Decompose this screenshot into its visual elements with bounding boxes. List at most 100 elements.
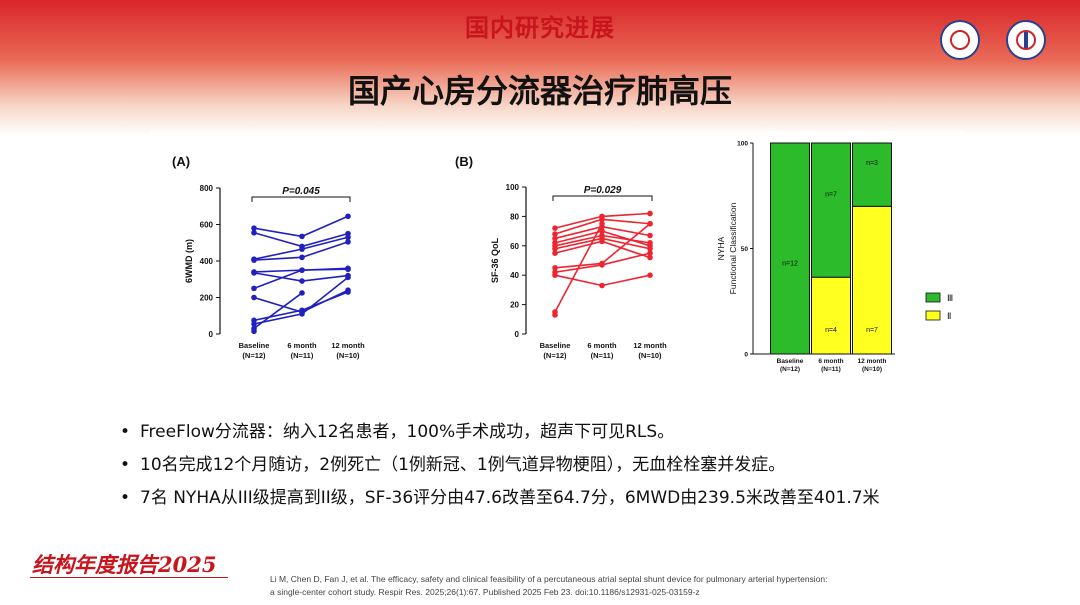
data-point xyxy=(251,225,257,231)
data-point xyxy=(299,246,305,252)
legend-swatch xyxy=(925,310,941,321)
legend-label: Ⅲ xyxy=(947,293,953,303)
series-line xyxy=(554,223,603,313)
bar-segment xyxy=(852,142,892,207)
data-point xyxy=(251,294,257,301)
panel-label: (A) xyxy=(172,154,190,169)
x-tick-label: 6 month xyxy=(818,358,843,365)
bar-data-label: n=7 xyxy=(825,192,837,199)
bar-data-label: n=7 xyxy=(866,327,878,334)
section-title: 国内研究进展 xyxy=(465,14,615,42)
data-point xyxy=(552,245,558,252)
bar-segment xyxy=(770,142,810,355)
legend-swatch xyxy=(925,292,941,303)
x-tick-label: Baseline xyxy=(540,341,571,350)
data-point xyxy=(299,233,305,240)
y-tick-label: 40 xyxy=(510,271,519,280)
y-tick-label: 0 xyxy=(515,330,520,339)
footer-divider xyxy=(30,577,228,578)
y-tick-label: 400 xyxy=(200,257,214,266)
y-tick-label: 0 xyxy=(209,330,214,339)
data-point xyxy=(345,289,351,295)
bullet-text: 7名 NYHA从III级提高到II级，SF-36评分由47.6改善至64.7分，… xyxy=(140,488,880,508)
x-tick-n-label: (N=10) xyxy=(336,351,360,360)
x-tick-label: 6 month xyxy=(287,341,317,350)
bar-data-label: n=3 xyxy=(866,160,878,167)
data-point xyxy=(599,282,605,289)
data-point xyxy=(647,245,653,252)
x-tick-label: Baseline xyxy=(777,358,804,365)
bar-segment xyxy=(852,205,892,355)
x-tick-n-label: (N=12) xyxy=(543,351,567,360)
bar-segment xyxy=(811,276,851,355)
y-tick-label: 20 xyxy=(510,301,519,310)
y-axis-label: 6WMD (m) xyxy=(184,239,194,283)
y-tick-label: 80 xyxy=(510,212,519,221)
reference: Li M, Chen D, Fan J, et al. The efficacy… xyxy=(270,573,1060,599)
panel-label: (B) xyxy=(455,154,473,169)
data-point xyxy=(552,312,558,318)
data-point xyxy=(552,231,558,237)
series-line xyxy=(253,292,303,330)
x-tick-label: Baseline xyxy=(239,341,270,350)
figure-panel: (A) 0 200 400 600 800 6WMD (m) Baseline (N=12) 6 … xyxy=(150,131,965,387)
bar-data-label: n=4 xyxy=(825,327,837,334)
x-tick-n-label: (N=10) xyxy=(862,366,882,373)
y-tick-label: 50 xyxy=(741,246,749,253)
x-tick-n-label: (N=10) xyxy=(638,351,662,360)
y-tick-label: 600 xyxy=(200,221,214,230)
hospital-logo-icon xyxy=(940,20,980,60)
data-point xyxy=(345,234,351,241)
data-point xyxy=(552,272,558,278)
significance-bracket xyxy=(552,195,653,201)
data-point xyxy=(552,225,558,231)
bullet-item: • 7名 NYHA从III级提高到II级，SF-36评分由47.6改善至64.7分… xyxy=(120,486,1040,519)
data-point xyxy=(345,266,351,273)
x-tick-n-label: (N=12) xyxy=(780,366,800,373)
y-tick-label: 100 xyxy=(506,183,520,192)
x-tick-n-label: (N=11) xyxy=(291,351,314,360)
data-point xyxy=(251,285,257,292)
data-point xyxy=(647,210,653,217)
data-point xyxy=(251,328,257,335)
data-point xyxy=(599,220,605,227)
significance-bracket xyxy=(251,196,351,202)
bar-data-label: n=12 xyxy=(782,260,798,267)
y-axis-label: SF-36 QoL xyxy=(490,238,500,284)
data-point xyxy=(647,240,653,246)
x-tick-n-label: (N=11) xyxy=(821,366,841,373)
data-point xyxy=(299,290,305,296)
series-line xyxy=(253,215,349,238)
data-point xyxy=(647,232,653,239)
data-point xyxy=(552,235,558,242)
data-point xyxy=(251,270,257,276)
data-point xyxy=(647,220,653,227)
p-value-annotation: P=0.045 xyxy=(282,186,320,197)
x-tick-label: 12 month xyxy=(633,341,667,350)
y-axis-label: Functional Classification xyxy=(728,202,738,294)
data-point xyxy=(552,250,558,256)
y-tick-label: 100 xyxy=(737,141,748,148)
bar-segment xyxy=(811,142,851,278)
p-value-annotation: P=0.029 xyxy=(584,185,622,196)
bullet-marker: • xyxy=(120,455,131,475)
x-tick-n-label: (N=11) xyxy=(591,351,614,360)
data-point xyxy=(599,262,605,268)
data-point xyxy=(299,311,305,317)
data-point xyxy=(552,265,558,271)
data-point xyxy=(299,267,305,273)
x-tick-n-label: (N=12) xyxy=(242,351,266,360)
footer-brand: 结构年度报告2025 xyxy=(32,552,217,577)
reference-line: Li M, Chen D, Fan J, et al. The efficacy… xyxy=(270,574,828,584)
bullet-text: 10名完成12个月随访，2例死亡（1例新冠、1例气道异物梗阻），无血栓栓塞并发症… xyxy=(140,455,786,475)
bullet-item: • 10名完成12个月随访，2例死亡（1例新冠、1例气道异物梗阻），无血栓栓塞并发… xyxy=(120,453,1040,486)
data-point xyxy=(599,216,605,223)
data-point xyxy=(251,229,257,236)
x-tick-label: 6 month xyxy=(587,341,617,350)
x-tick-label: 12 month xyxy=(331,341,365,350)
data-point xyxy=(599,238,605,245)
y-tick-label: 200 xyxy=(200,294,214,303)
y-tick-label: 800 xyxy=(200,184,214,193)
bullet-marker: • xyxy=(120,488,131,508)
